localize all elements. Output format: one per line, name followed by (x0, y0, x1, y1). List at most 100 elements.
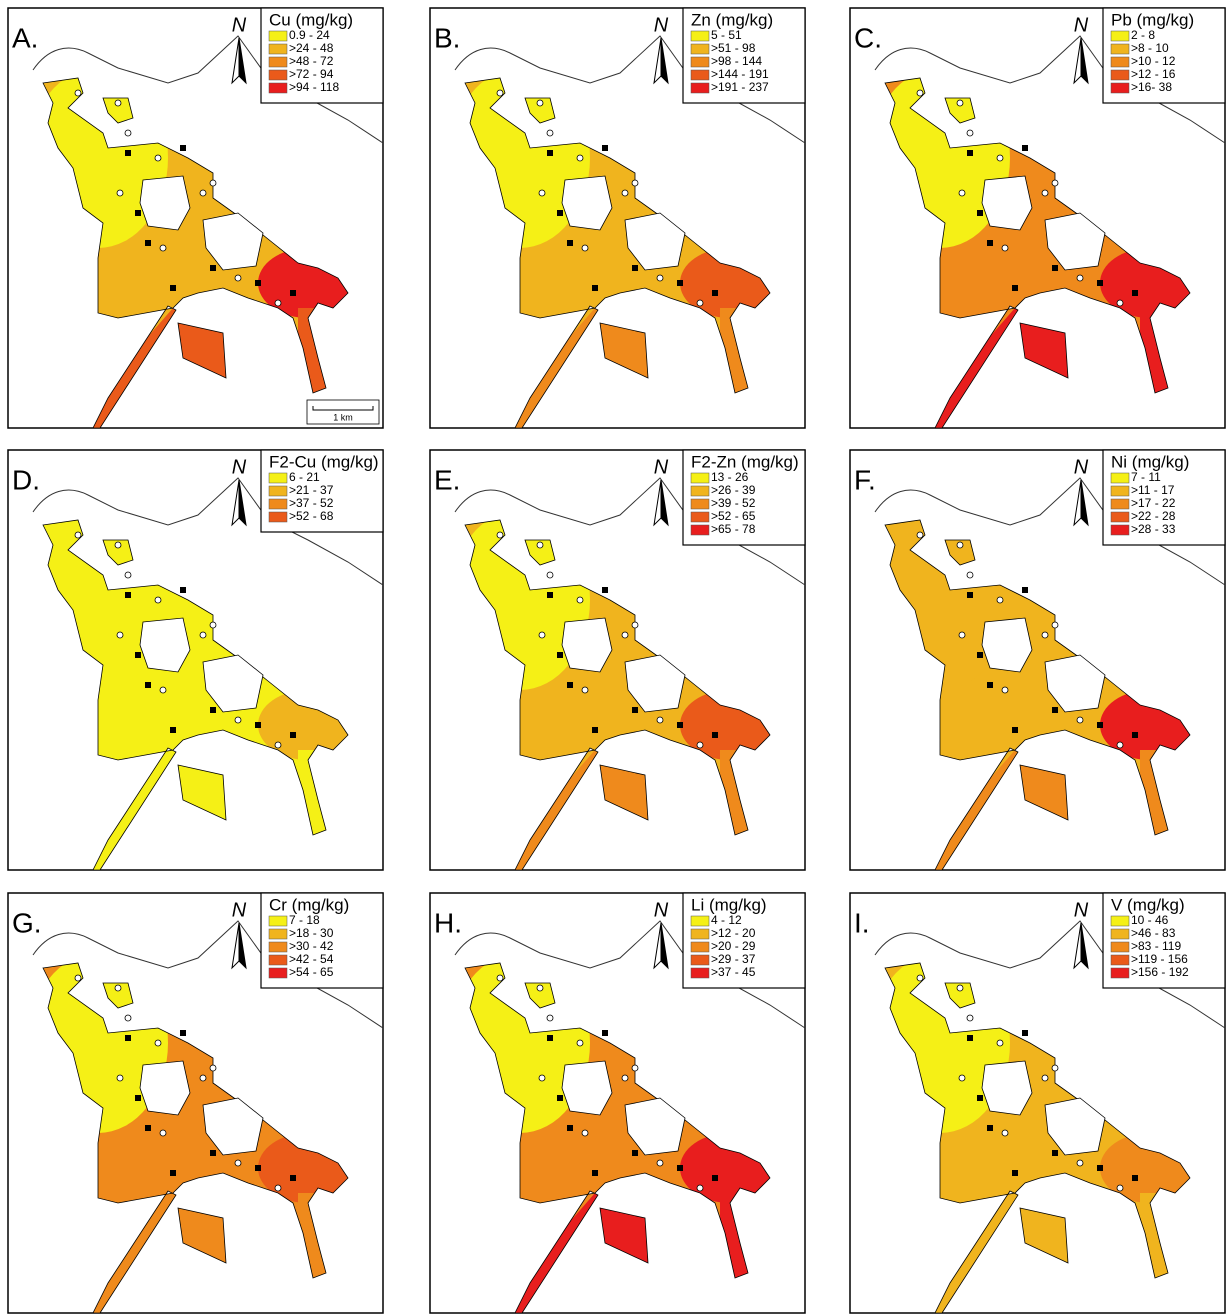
legend-entry: >42 - 54 (289, 952, 334, 966)
legend-swatch (691, 499, 709, 509)
sample-site (160, 245, 166, 251)
sample-site (547, 1015, 553, 1021)
legend-entry: >17 - 22 (1131, 496, 1176, 510)
map-panel: C.Pb (mg/kg)2 - 8>8 - 10>10 - 12>12 - 16… (850, 8, 1225, 428)
sample-site (75, 532, 81, 538)
legend-swatch (269, 499, 287, 509)
sample-site (170, 727, 176, 733)
sample-site (539, 632, 545, 638)
sample-site (155, 155, 161, 161)
sample-site (657, 1160, 663, 1166)
sample-site (125, 150, 131, 156)
sample-site (557, 210, 563, 216)
legend-entry: >12 - 16 (1131, 67, 1176, 81)
sample-site (967, 572, 973, 578)
sample-site (1132, 290, 1138, 296)
sample-site (1002, 1130, 1008, 1136)
sample-site (275, 742, 281, 748)
sample-site (957, 985, 963, 991)
sample-site (1052, 1065, 1058, 1071)
legend-entry: >24 - 48 (289, 41, 334, 55)
sample-site (1077, 275, 1083, 281)
sample-site (275, 300, 281, 306)
legend-entry: >21 - 37 (289, 483, 334, 497)
legend-swatch (1111, 499, 1129, 509)
legend-swatch (269, 512, 287, 522)
legend-swatch (691, 486, 709, 496)
legend-entry: >51 - 98 (711, 41, 756, 55)
legend-swatch (691, 916, 709, 926)
sample-site (917, 532, 923, 538)
sample-site (180, 587, 186, 593)
sample-site (115, 542, 121, 548)
sample-site (1132, 732, 1138, 738)
sample-site (1052, 622, 1058, 628)
sample-site (622, 190, 628, 196)
sample-site (537, 100, 543, 106)
sample-site (135, 210, 141, 216)
island (982, 618, 1032, 672)
legend-swatch (1111, 916, 1129, 926)
sample-site (200, 632, 206, 638)
panel-label: E. (434, 464, 460, 495)
legend-entry: >12 - 20 (711, 926, 756, 940)
sample-site (959, 1075, 965, 1081)
sample-site (677, 1165, 683, 1171)
legend-entry: >156 - 192 (1131, 965, 1189, 979)
legend-swatch (269, 83, 287, 93)
legend-entry: >28 - 33 (1131, 522, 1176, 536)
legend-entry: >83 - 119 (1131, 939, 1181, 953)
legend-title: Li (mg/kg) (691, 895, 767, 914)
sample-site (967, 1035, 973, 1041)
legend-entry: >119 - 156 (1131, 952, 1188, 966)
sample-site (180, 145, 186, 151)
legend-title: V (mg/kg) (1111, 895, 1185, 914)
sample-site (180, 1030, 186, 1036)
north-label: N (232, 899, 247, 921)
legend-swatch (269, 31, 287, 41)
sample-site (602, 145, 608, 151)
sample-site (957, 542, 963, 548)
sample-site (1012, 727, 1018, 733)
sample-site (170, 1170, 176, 1176)
sample-site (997, 597, 1003, 603)
sample-site (117, 1075, 123, 1081)
sample-site (592, 1170, 598, 1176)
sample-site (1022, 587, 1028, 593)
sample-site (957, 100, 963, 106)
panel-label: G. (12, 907, 42, 938)
legend-swatch (269, 916, 287, 926)
legend-swatch (1111, 57, 1129, 67)
legend-swatch (1111, 31, 1129, 41)
sample-site (987, 682, 993, 688)
panel-label: F. (854, 464, 876, 495)
island (982, 1061, 1032, 1115)
legend-swatch (691, 929, 709, 939)
panel-label: H. (434, 907, 462, 938)
sample-site (557, 1095, 563, 1101)
sample-site (997, 155, 1003, 161)
sample-site (135, 1095, 141, 1101)
legend-entry: >144 - 191 (711, 67, 769, 81)
legend-entry: >46 - 83 (1131, 926, 1176, 940)
legend-entry: 13 - 26 (711, 470, 749, 484)
legend-swatch (691, 44, 709, 54)
legend-entry: >30 - 42 (289, 939, 334, 953)
sample-site (567, 682, 573, 688)
sample-site (632, 1065, 638, 1071)
map-panel: A.Cu (mg/kg)0.9 - 24>24 - 48>48 - 72>72 … (8, 8, 383, 428)
sample-site (497, 90, 503, 96)
map-panel: I.V (mg/kg)10 - 46>46 - 83>83 - 119>119 … (850, 893, 1225, 1313)
north-label: N (654, 899, 669, 921)
north-label: N (654, 14, 669, 36)
legend-entry: 5 - 51 (711, 28, 742, 42)
sample-site (275, 1185, 281, 1191)
legend-entry: >8 - 10 (1131, 41, 1169, 55)
sample-site (602, 1030, 608, 1036)
sample-site (1097, 1165, 1103, 1171)
sample-site (1077, 1160, 1083, 1166)
legend-swatch (691, 955, 709, 965)
legend-entry: >52 - 65 (711, 509, 756, 523)
legend-entry: >18 - 30 (289, 926, 334, 940)
legend-entry: >72 - 94 (289, 67, 334, 81)
